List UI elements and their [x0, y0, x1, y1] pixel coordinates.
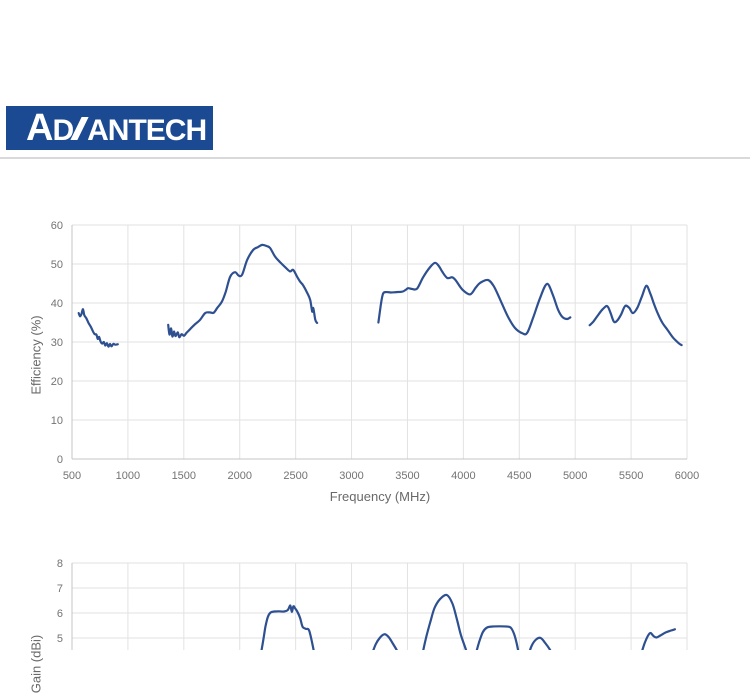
gain-y-tick-label: 5 — [57, 633, 63, 645]
advantech-logo: AD ANTECH — [6, 106, 213, 150]
gain-yaxis-title: Gain (dBi) — [28, 634, 44, 693]
gain-curve — [260, 604, 315, 650]
efficiency-y-tick-label: 30 — [51, 337, 63, 349]
gain-curve — [528, 636, 552, 650]
gain-curve — [422, 593, 468, 650]
efficiency-x-tick-label: 5000 — [563, 470, 587, 482]
charts-canvas: 0 10 20 30 40 50 60 500 1000 1500 2000 2500 3000 3500… — [51, 220, 699, 650]
gain-y-tick-label: 6 — [57, 608, 63, 620]
logo-text-ad: AD — [26, 107, 74, 149]
efficiency-x-tick-label: 4500 — [507, 470, 531, 482]
efficiency-y-tick-label: 20 — [51, 376, 63, 388]
efficiency-xaxis-title: Frequency (MHz) — [329, 489, 431, 504]
gain-curve — [475, 625, 520, 650]
page: AD ANTECH 0 10 20 30 40 50 60 500 1000 1500 2000 25… — [0, 106, 750, 693]
efficiency-y-tick-label: 50 — [51, 259, 63, 271]
efficiency-x-tick-label: 1500 — [172, 470, 196, 482]
efficiency-x-tick-label: 2500 — [283, 470, 307, 482]
efficiency-y-tick-label: 10 — [51, 415, 63, 427]
efficiency-y-tick-label: 40 — [51, 298, 63, 310]
efficiency-curve — [588, 284, 683, 347]
header-divider — [0, 157, 750, 159]
logo-text-antech: ANTECH — [87, 114, 207, 147]
gain-y-tick-label: 7 — [57, 583, 63, 595]
efficiency-x-tick-label: 3000 — [339, 470, 363, 482]
efficiency-curve — [377, 261, 572, 336]
efficiency-x-tick-label: 4000 — [451, 470, 475, 482]
efficiency-x-tick-label: 1000 — [116, 470, 140, 482]
gain-curve — [372, 633, 398, 650]
efficiency-yaxis-title: Efficiency (%) — [28, 315, 44, 395]
efficiency-curve — [167, 243, 319, 339]
efficiency-x-tick-label: 2000 — [227, 470, 251, 482]
efficiency-x-tick-label: 3500 — [395, 470, 419, 482]
efficiency-curve — [77, 308, 119, 348]
efficiency-x-tick-label: 500 — [63, 470, 81, 482]
efficiency-y-tick-label: 60 — [51, 220, 63, 232]
datasheet-page: { "header": { "logo": { "text": "ADVANTE… — [0, 106, 750, 693]
gain-curve — [641, 628, 676, 650]
efficiency-x-tick-label: 6000 — [675, 470, 699, 482]
efficiency-x-tick-label: 5500 — [619, 470, 643, 482]
efficiency-y-tick-label: 0 — [57, 454, 63, 466]
gain-y-tick-label: 8 — [57, 558, 63, 570]
